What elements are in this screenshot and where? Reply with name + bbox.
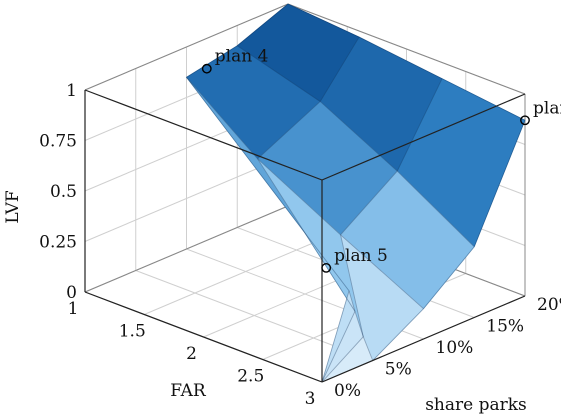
box-edge (84, 291, 323, 383)
surface-mesh-line (321, 78, 443, 383)
x-tick-label: 2.5 (237, 367, 264, 387)
grid-line (84, 155, 289, 242)
surface-mesh-line (186, 77, 424, 310)
y-tick-label: 0% (334, 381, 361, 401)
z-axis-title: LVF (3, 190, 23, 224)
surface (185, 3, 526, 383)
box-edge (84, 3, 289, 91)
box-edge (84, 205, 289, 293)
box-edge (287, 3, 526, 95)
box-edge (321, 93, 526, 181)
point-marker (321, 262, 332, 273)
x-tick-label: 1.5 (119, 322, 146, 342)
x-tick-label: 1 (68, 299, 79, 319)
surface-mesh-line (185, 3, 350, 383)
point-label: plan 4 (215, 47, 269, 67)
point-markers (201, 63, 530, 273)
y-tick-label: 5% (385, 360, 412, 380)
point-label: plan 5 (334, 246, 388, 266)
surface-mesh-line (257, 36, 360, 383)
x-axis-title: FAR (170, 381, 207, 401)
y-tick-label: 20% (537, 295, 561, 315)
point-label: plan 3 (533, 98, 561, 118)
labels: plan 3 plan 4 plan 5 0 0.25 0.5 0.75 1 1 1.5 2 2.5 3… (3, 47, 561, 415)
box-edge (321, 295, 526, 383)
surface-mesh-line (348, 290, 374, 361)
z-tick-label: 0.75 (39, 132, 77, 152)
point-marker (201, 63, 212, 74)
y-axis-title: share parks (425, 395, 527, 415)
x-tick-label: 2 (186, 344, 197, 364)
point-marker (520, 115, 530, 126)
box-edge (84, 89, 323, 181)
y-tick-label: 10% (436, 338, 474, 358)
z-tick-label: 1 (66, 81, 77, 101)
front-box-edges (84, 89, 526, 383)
z-tick-label: 0.25 (39, 233, 77, 253)
y-tick-label: 15% (486, 317, 524, 337)
z-tick-label: 0 (66, 283, 77, 303)
z-tick-label: 0.5 (50, 182, 77, 202)
surface-mesh-line (287, 3, 526, 121)
surface-mesh-line (236, 45, 475, 248)
x-tick-label: 3 (305, 389, 316, 409)
